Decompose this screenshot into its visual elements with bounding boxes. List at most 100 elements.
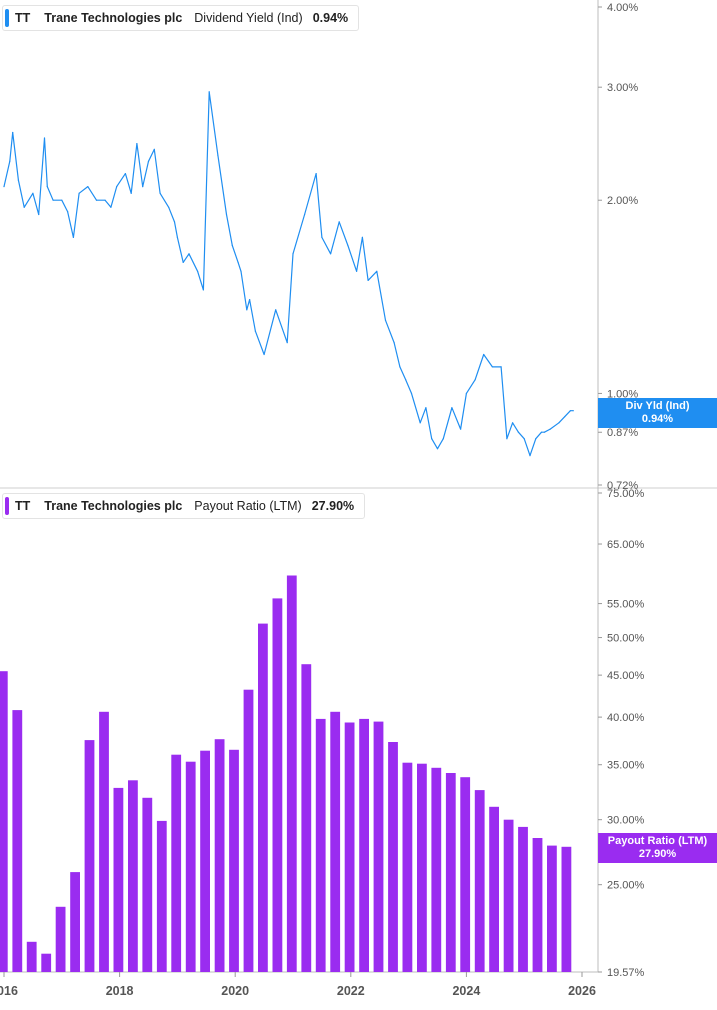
payout-ratio-bar: [229, 749, 239, 972]
payout-ratio-bar: [243, 689, 254, 972]
dividend-yield-point: [330, 253, 332, 255]
legend-current-value: 0.94%: [312, 11, 349, 25]
dividend-yield-point: [564, 416, 566, 418]
dividend-yield-line: [3, 91, 574, 457]
dividend-yield-point: [572, 410, 574, 412]
dividend-yield-point: [405, 379, 407, 381]
y-tick-label: 50.00%: [607, 633, 645, 645]
dividend-yield-point: [147, 160, 150, 162]
payout-ratio-bar: [0, 671, 8, 972]
legend-metric: Dividend Yield (Ind): [194, 11, 303, 25]
dividend-yield-point: [451, 407, 453, 409]
dividend-yield-point: [197, 270, 199, 272]
payout-ratio-bar: [272, 598, 283, 972]
y-tick-label: 35.00%: [607, 760, 645, 772]
dividend-yield-point: [517, 431, 520, 433]
payout-ratio-bar: [373, 721, 384, 972]
badge-value: 27.90%: [638, 847, 677, 860]
dividend-yield-point: [483, 353, 485, 356]
legend-metric: Payout Ratio (LTM): [194, 499, 302, 513]
payout-ratio-bar: [330, 711, 341, 972]
dividend-yield-point: [315, 173, 317, 175]
dividend-yield-point: [72, 236, 74, 238]
dividend-yield-point: [506, 438, 508, 440]
payout-ratio-bar: [359, 718, 369, 972]
legend-ticker: TT: [15, 499, 31, 513]
y-tick-label: 3.00%: [607, 82, 638, 94]
dividend-yield-point: [263, 353, 265, 356]
dividend-yield-point: [240, 270, 242, 272]
dividend-yield-point: [384, 319, 387, 321]
payout-ratio-bar: [445, 773, 456, 972]
dividend-yield-point: [104, 199, 106, 201]
legend-company: Trane Technologies plc: [44, 11, 183, 25]
dividend-yield-point: [38, 213, 40, 216]
dividend-yield-point: [436, 448, 439, 450]
payout-ratio-bar: [185, 761, 196, 972]
x-tick-label: 2018: [106, 984, 134, 998]
dividend-yield-point: [465, 392, 467, 394]
payout-ratio-bar: [142, 797, 153, 972]
x-tick-label: 2020: [221, 984, 249, 998]
dividend-yield-point: [61, 199, 63, 201]
payout-ratio-bar: [417, 763, 427, 972]
dividend-yield-legend-swatch: [5, 9, 9, 27]
dividend-yield-point: [500, 366, 502, 368]
payout-ratio-legend-swatch: [5, 497, 9, 515]
x-tick-label: 2024: [452, 984, 480, 998]
dividend-yield-point: [52, 199, 54, 201]
dividend-yield-point: [130, 192, 132, 194]
dividend-yield-point: [9, 160, 11, 162]
dividend-yield-point: [95, 199, 98, 201]
dividend-yield-point: [173, 221, 176, 223]
y-tick-label: 2.00%: [607, 195, 638, 207]
dividend-yield-point: [558, 422, 560, 424]
dividend-yield-point: [124, 173, 126, 175]
dividend-yield-point: [523, 438, 525, 440]
dividend-yield-point: [142, 186, 144, 188]
payout-ratio-bar: [26, 941, 37, 972]
dividend-yield-point: [569, 410, 572, 412]
dividend-yield-point: [182, 261, 184, 263]
dividend-yield-point: [511, 422, 514, 424]
payout-ratio-bar: [474, 790, 485, 972]
payout-ratio-bar: [113, 787, 124, 972]
y-tick-label: 0.72%: [607, 480, 638, 492]
dividend-yield-value-badge: Div Yld (Ind) 0.94%: [598, 397, 717, 428]
payout-ratio-bar: [41, 953, 52, 972]
payout-ratio-bar: [128, 780, 138, 972]
dividend-yield-point: [153, 148, 155, 150]
dividend-yield-point: [425, 407, 427, 409]
dividend-yield-point: [321, 236, 323, 238]
legend-current-value: 27.90%: [311, 499, 355, 513]
dividend-yield-point: [168, 206, 170, 208]
dividend-yield-point: [254, 330, 256, 332]
dividend-yield-point: [549, 428, 551, 430]
payout-ratio-bar: [518, 826, 528, 972]
dividend-yield-point: [529, 455, 531, 457]
payout-ratio-bar: [214, 739, 225, 972]
dividend-yield-point: [231, 244, 233, 247]
dividend-yield-point: [43, 137, 46, 139]
dividend-yield-point: [367, 279, 369, 281]
badge-label: Payout Ratio (LTM): [607, 834, 708, 847]
dividend-yield-point: [225, 213, 228, 216]
payout-ratio-bar: [258, 623, 268, 972]
dividend-yield-point: [376, 270, 378, 272]
y-tick-label: 45.00%: [607, 670, 645, 682]
dividend-yield-legend: TT Trane Technologies plc Dividend Yield…: [2, 5, 360, 31]
dividend-yield-point: [338, 221, 340, 223]
dividend-yield-point: [361, 236, 363, 238]
payout-ratio-bar: [200, 750, 210, 972]
dividend-yield-point: [491, 366, 493, 368]
x-tick-label: 2022: [337, 984, 365, 998]
dividend-yield-point: [217, 154, 219, 156]
dividend-yield-point: [237, 261, 239, 263]
dividend-yield-point: [176, 236, 178, 238]
y-tick-label: 65.00%: [607, 539, 645, 551]
legend-ticker: TT: [15, 11, 31, 25]
payout-ratio-bar: [156, 820, 167, 972]
y-tick-label: 55.00%: [607, 599, 645, 611]
y-tick-label: 0.87%: [607, 427, 638, 439]
